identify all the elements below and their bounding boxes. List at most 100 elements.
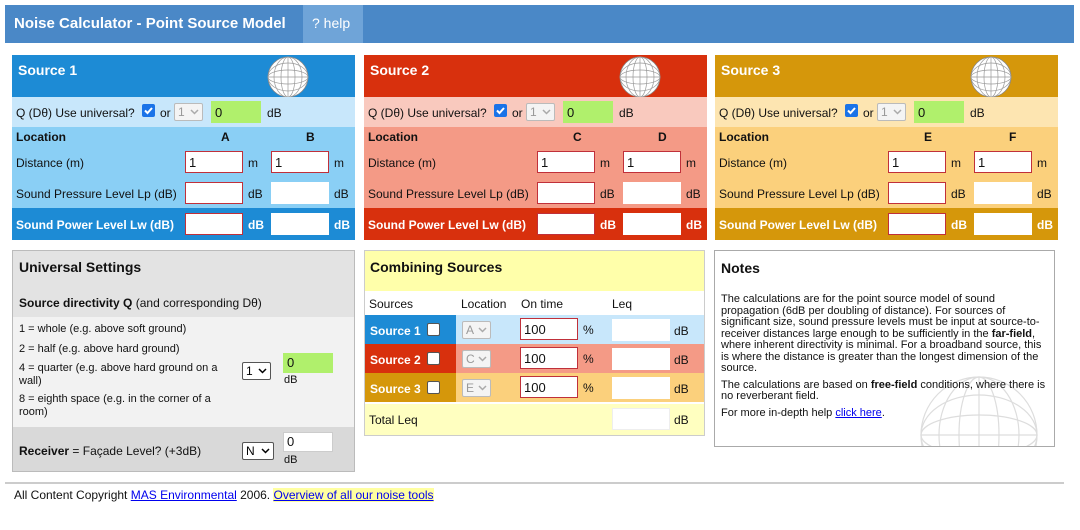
source-title: Source 1: [18, 62, 78, 78]
unit: dB: [951, 218, 967, 232]
spl-input[interactable]: [623, 182, 681, 204]
unit: dB: [674, 413, 689, 427]
q-select[interactable]: 1: [174, 103, 203, 121]
spl-input[interactable]: [537, 182, 595, 204]
paragraph: The calculations are based on free-field…: [721, 378, 1051, 403]
globe-icon: [267, 56, 309, 98]
q-row: Q (Dθ) Use universal? or 1 0 dB: [364, 97, 707, 127]
swl-input[interactable]: [537, 213, 595, 235]
select-value: N: [246, 444, 255, 458]
checkbox[interactable]: [142, 104, 155, 117]
total-input[interactable]: [612, 408, 670, 430]
check-mark: [496, 107, 505, 115]
distance-row: Distance (m) 1 m 1 m: [715, 147, 1058, 178]
unit: m: [951, 156, 961, 170]
select-value: 1: [178, 105, 185, 119]
q-value[interactable]: 0: [563, 101, 613, 123]
distance-input[interactable]: 1: [974, 151, 1032, 173]
source-name: Source 1: [370, 324, 421, 338]
distance-input[interactable]: 1: [623, 151, 681, 173]
location-select[interactable]: A: [462, 321, 491, 339]
distance-row: Distance (m) 1 m 1 m: [364, 147, 707, 178]
option-list: 1 = whole (e.g. above soft ground) 2 = h…: [19, 323, 234, 418]
checkbox[interactable]: [427, 323, 440, 336]
label: Sound Pressure Level Lp (dB): [16, 187, 177, 201]
spl-input[interactable]: [974, 182, 1032, 204]
location-row: Location E F: [715, 127, 1058, 147]
spl-input[interactable]: [271, 182, 329, 204]
unit: %: [583, 352, 594, 366]
company-link[interactable]: MAS Environmental: [130, 488, 237, 502]
notes-panel: Notes The calculations are for the point…: [714, 250, 1055, 447]
title-bar: Source 3: [715, 55, 1058, 98]
swl-input[interactable]: [623, 213, 681, 235]
text: conditions, where there is no reverberan…: [721, 378, 1046, 402]
swl-input[interactable]: [185, 213, 243, 235]
location: C: [573, 130, 582, 144]
help-tab[interactable]: ? help: [303, 5, 363, 43]
receiver-label: Receiver = Façade Level? (+3dB): [19, 444, 201, 458]
unit: dB: [674, 353, 689, 367]
combining-sources: Combining Sources Sources Location On time L…: [364, 250, 705, 436]
q-value[interactable]: 0: [211, 101, 261, 123]
location: D: [658, 130, 667, 144]
unit: dB: [248, 187, 263, 201]
select-value: C: [466, 352, 475, 366]
q-select[interactable]: 1: [526, 103, 555, 121]
label: Source directivity Q: [19, 296, 133, 310]
help-link[interactable]: click here: [835, 406, 882, 419]
spl-input[interactable]: [185, 182, 243, 204]
distance-input[interactable]: 1: [888, 151, 946, 173]
q-select[interactable]: 1: [242, 362, 271, 380]
select-value: 1: [246, 364, 253, 378]
row-label-bg: [365, 344, 456, 373]
distance-input[interactable]: 1: [537, 151, 595, 173]
tools-link[interactable]: Overview of all our noise tools: [273, 488, 434, 502]
unit: dB: [1037, 187, 1052, 201]
chevron: [478, 327, 487, 333]
checkbox[interactable]: [845, 104, 858, 117]
unit: dB: [970, 106, 985, 120]
text: The calculations are based on: [721, 378, 871, 391]
label: Location: [368, 130, 418, 144]
leq-input[interactable]: [612, 377, 670, 399]
on-time-input[interactable]: 100: [520, 318, 578, 340]
text: All Content Copyright: [14, 488, 131, 502]
q-select[interactable]: 1: [877, 103, 906, 121]
section-title: Universal Settings: [19, 259, 142, 275]
q-value[interactable]: 0: [283, 353, 333, 373]
q-value[interactable]: 0: [914, 101, 964, 123]
header-bar: Noise Calculator - Point Source Model ? …: [5, 5, 1074, 43]
receiver-select[interactable]: N: [242, 442, 274, 460]
unit: dB: [1037, 218, 1053, 232]
location-select[interactable]: E: [462, 379, 491, 397]
receiver-value[interactable]: 0: [283, 432, 333, 452]
select-value: A: [466, 323, 475, 337]
label: Sound Pressure Level Lp (dB): [368, 187, 529, 201]
distance-input[interactable]: 1: [271, 151, 329, 173]
section-bg: [13, 251, 354, 317]
spl-input[interactable]: [888, 182, 946, 204]
swl-input[interactable]: [888, 213, 946, 235]
on-time-input[interactable]: 100: [520, 376, 578, 398]
row-label-bg: [365, 373, 456, 402]
unit: dB: [334, 187, 349, 201]
checkbox[interactable]: [494, 104, 507, 117]
checkbox[interactable]: [427, 381, 440, 394]
footer: All Content Copyright MAS Environmental …: [14, 488, 434, 502]
q-row: Q (Dθ) Use universal? or 1 0 dB: [12, 97, 355, 127]
swl-input[interactable]: [271, 213, 329, 235]
select-value: 1: [530, 105, 537, 119]
distance-input[interactable]: 1: [185, 151, 243, 173]
source-name: Source 2: [370, 353, 421, 367]
swl-input[interactable]: [974, 213, 1032, 235]
label: or: [160, 106, 171, 120]
on-time-input[interactable]: 100: [520, 347, 578, 369]
location-select[interactable]: C: [462, 350, 491, 368]
text: 2006.: [236, 488, 274, 502]
leq-input[interactable]: [612, 348, 670, 370]
checkbox[interactable]: [427, 352, 440, 365]
leq-input[interactable]: [612, 319, 670, 341]
chevron: [258, 368, 267, 374]
